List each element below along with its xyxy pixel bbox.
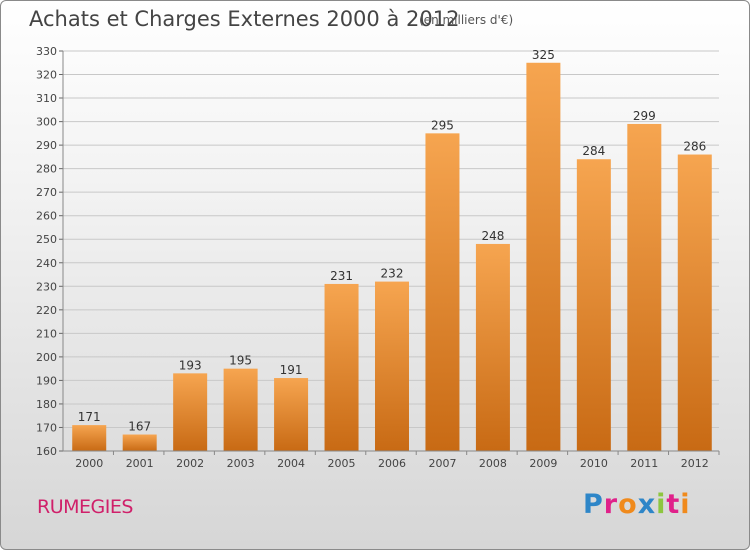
x-tick-label: 2010 [580, 457, 608, 470]
bar-2009 [526, 62, 561, 451]
x-tick-label: 2001 [126, 457, 154, 470]
x-tick-label: 2005 [328, 457, 356, 470]
value-label: 191 [280, 363, 303, 377]
value-label: 248 [481, 229, 504, 243]
y-tick-label: 200 [36, 351, 57, 364]
y-tick-label: 300 [36, 116, 57, 129]
bar-2007 [425, 133, 460, 451]
x-tick-label: 2009 [529, 457, 557, 470]
x-tick-label: 2011 [630, 457, 658, 470]
y-tick-label: 270 [36, 186, 57, 199]
x-axis: 2000 2001 2002 2003 2004 2005 2006 2007 2008 2009… [63, 450, 720, 470]
bar-2005 [324, 283, 359, 451]
y-axis: 160 170 180 190 200 210 220 230 240 250 260 270 280 2… [36, 45, 64, 458]
commune-name: RUMEGIES [37, 496, 133, 518]
value-label: 171 [78, 410, 101, 424]
bar-2003 [223, 368, 258, 451]
value-label: 325 [532, 48, 555, 62]
chart-title: Achats et Charges Externes 2000 à 2012 [29, 7, 460, 31]
y-tick-label: 210 [36, 327, 57, 340]
value-label: 231 [330, 269, 353, 283]
logo-letter: i [680, 489, 691, 520]
bar-2001 [122, 434, 157, 451]
value-label: 299 [633, 109, 656, 123]
y-tick-label: 160 [36, 445, 57, 458]
value-label: 193 [179, 358, 202, 372]
logo-letter: i [656, 489, 667, 520]
x-tick-label: 2007 [428, 457, 456, 470]
x-tick-label: 2002 [176, 457, 204, 470]
y-tick-label: 280 [36, 163, 57, 176]
chart-subtitle: (en milliers d'€) [419, 13, 514, 27]
bar-2012 [677, 154, 712, 451]
y-tick-label: 310 [36, 92, 57, 105]
y-tick-label: 190 [36, 374, 57, 387]
y-tick-label: 220 [36, 304, 57, 317]
bar-2000 [72, 425, 107, 451]
value-label: 195 [229, 354, 252, 368]
bar-2004 [274, 378, 309, 451]
x-tick-label: 2003 [227, 457, 255, 470]
value-label: 167 [128, 420, 151, 434]
bar-2008 [475, 243, 510, 451]
y-tick-label: 290 [36, 139, 57, 152]
bar-2010 [576, 159, 611, 451]
logo-letter: x [637, 489, 657, 520]
value-label: 232 [381, 267, 404, 281]
y-tick-label: 250 [36, 233, 57, 246]
logo-letter: P [583, 489, 604, 520]
proxiti-logo: Proxiti [583, 489, 691, 520]
y-tick-label: 170 [36, 421, 57, 434]
bar-2006 [375, 281, 409, 451]
value-label: 284 [582, 144, 605, 158]
y-tick-label: 330 [36, 45, 57, 58]
x-tick-label: 2008 [479, 457, 507, 470]
x-tick-label: 2006 [378, 457, 406, 470]
y-tick-label: 240 [36, 257, 57, 270]
x-tick-label: 2004 [277, 457, 305, 470]
bar-2002 [173, 373, 208, 451]
value-label: 286 [683, 140, 706, 154]
bars: 171 167 193 195 191 231 232 295 248 325 284 299 286 [72, 48, 712, 452]
x-tick-label: 2012 [681, 457, 709, 470]
logo-letter: o [618, 489, 638, 520]
bar-2011 [627, 123, 662, 452]
y-tick-label: 260 [36, 210, 57, 223]
logo-letter: r [603, 489, 619, 520]
y-tick-label: 320 [36, 69, 57, 82]
x-tick-label: 2000 [75, 457, 103, 470]
logo-letter: t [666, 489, 681, 520]
y-tick-label: 180 [36, 398, 57, 411]
y-tick-label: 230 [36, 280, 57, 293]
value-label: 295 [431, 118, 454, 132]
